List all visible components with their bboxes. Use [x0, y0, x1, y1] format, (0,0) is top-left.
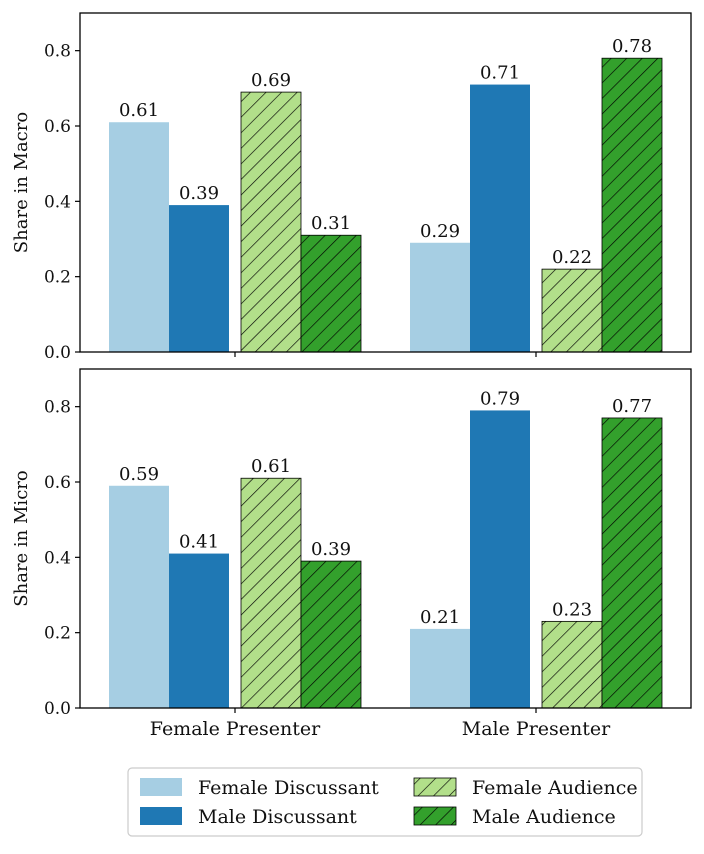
bar-male-discussant	[470, 410, 530, 708]
data-label: 0.23	[552, 599, 592, 620]
legend-box	[127, 767, 643, 837]
bar-female-discussant	[410, 628, 470, 708]
bar-female-discussant	[109, 122, 169, 352]
bar-male-discussant	[169, 553, 229, 708]
bar-hatch-male-audience	[602, 58, 662, 352]
data-label: 0.41	[179, 532, 219, 553]
data-label: 0.69	[251, 70, 291, 91]
data-label: 0.79	[480, 388, 520, 409]
y-tick-label: 0.4	[44, 192, 71, 212]
bar-male-discussant	[169, 205, 229, 352]
y-tick-label: 0.2	[44, 268, 71, 288]
legend-swatch-male-discussant	[140, 807, 182, 825]
bar-hatch-female-audience	[542, 621, 602, 708]
legend-label-male-discussant: Male Discussant	[198, 806, 357, 828]
legend-label-female-discussant: Female Discussant	[198, 777, 379, 799]
data-label: 0.29	[420, 221, 460, 242]
y-axis-label: Share in Macro	[11, 112, 32, 253]
legend-label-female-audience: Female Audience	[472, 777, 638, 799]
bar-hatch-female-audience	[241, 478, 301, 708]
data-label: 0.78	[612, 36, 652, 57]
legend-label-male-audience: Male Audience	[472, 806, 616, 828]
data-label: 0.59	[119, 464, 159, 485]
y-tick-label: 0.2	[44, 624, 71, 644]
bar-hatch-female-audience	[241, 92, 301, 352]
x-tick-label: Female Presenter	[150, 718, 321, 740]
x-tick-label: Male Presenter	[462, 718, 611, 740]
bar-hatch-male-audience	[301, 235, 361, 352]
y-tick-label: 0.6	[44, 473, 71, 493]
bar-hatch-male-audience	[602, 417, 662, 708]
bar-female-discussant	[410, 242, 470, 352]
plot-frame	[79, 12, 692, 353]
legend-swatch-hatch-female-audience	[414, 778, 456, 796]
data-label: 0.39	[311, 539, 351, 560]
bar-hatch-male-audience	[301, 561, 361, 708]
data-label: 0.61	[119, 100, 159, 121]
y-axis-label: Share in Micro	[11, 470, 32, 606]
data-label: 0.71	[480, 63, 520, 84]
bar-male-discussant	[470, 84, 530, 353]
legend-swatch-female-discussant	[140, 778, 182, 796]
bar-female-discussant	[109, 485, 169, 708]
data-label: 0.61	[251, 456, 291, 477]
plot-frame	[79, 368, 692, 709]
y-tick-label: 0.0	[44, 699, 71, 719]
y-tick-label: 0.4	[44, 548, 71, 568]
data-label: 0.39	[179, 183, 219, 204]
data-label: 0.22	[552, 247, 592, 268]
bar-hatch-female-audience	[542, 269, 602, 352]
data-label: 0.31	[311, 213, 351, 234]
y-tick-label: 0.6	[44, 117, 71, 137]
y-tick-label: 0.8	[44, 42, 71, 62]
y-tick-label: 0.0	[44, 343, 71, 363]
y-tick-label: 0.8	[44, 398, 71, 418]
legend-swatch-hatch-male-audience	[414, 807, 456, 825]
data-label: 0.77	[612, 396, 652, 417]
data-label: 0.21	[420, 607, 460, 628]
